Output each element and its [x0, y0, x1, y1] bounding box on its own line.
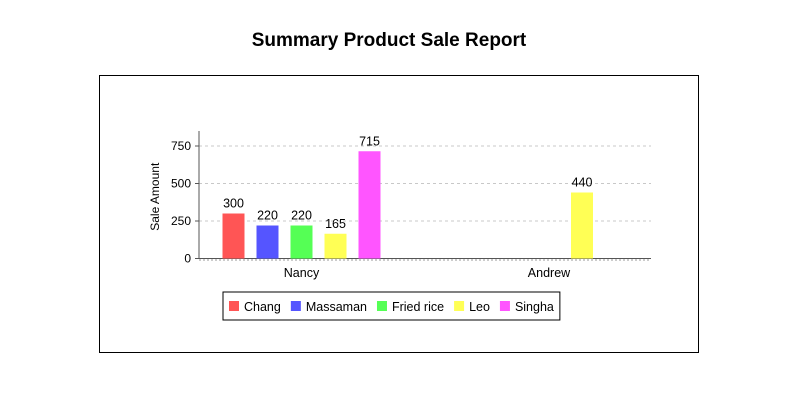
- legend-label: Chang: [244, 300, 281, 314]
- y-axis-title: Sale Amount: [148, 162, 162, 231]
- bar-andrew-leo: [571, 192, 593, 259]
- report-title: Summary Product Sale Report: [251, 30, 527, 51]
- legend-label: Massaman: [306, 300, 367, 314]
- y-tick-label: 250: [171, 214, 191, 228]
- data-label: 440: [572, 176, 593, 190]
- legend-swatch: [376, 301, 387, 311]
- y-tick-label: 750: [171, 139, 191, 153]
- category-label: Nancy: [284, 266, 320, 280]
- bar-nancy-fried-rice: [290, 225, 313, 259]
- bar-nancy-leo: [324, 233, 347, 259]
- y-tick-label: 500: [171, 177, 191, 191]
- legend-label: Leo: [469, 300, 490, 314]
- legend-label: Singha: [515, 300, 554, 314]
- legend-swatch: [454, 301, 465, 311]
- bar-nancy-massaman: [256, 225, 279, 259]
- data-label: 715: [359, 134, 380, 148]
- legend-swatch: [499, 301, 510, 311]
- legend-swatch: [229, 301, 239, 311]
- data-label: 165: [325, 217, 346, 231]
- data-label: 220: [257, 209, 278, 223]
- category-label: Andrew: [528, 266, 571, 280]
- legend-swatch: [290, 301, 301, 311]
- legend-label: Fried rice: [392, 300, 444, 314]
- data-label: 300: [223, 197, 244, 211]
- y-tick-label: 0: [184, 252, 191, 266]
- bar-nancy-chang: [222, 213, 245, 259]
- bar-nancy-singha: [358, 151, 381, 259]
- data-label: 220: [291, 209, 312, 223]
